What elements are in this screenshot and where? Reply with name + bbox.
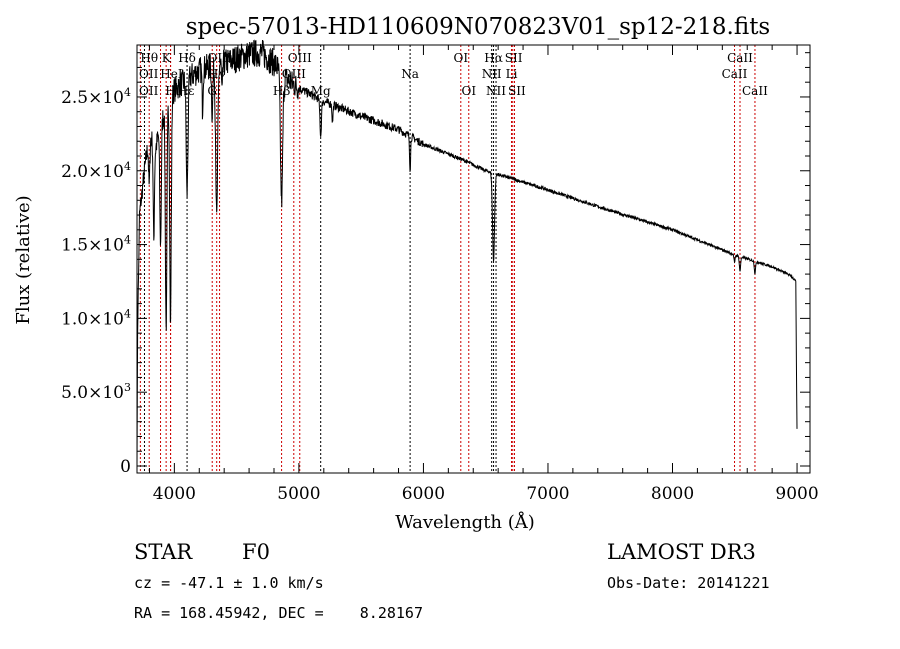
axes: 4000 5000 6000 7000 8000 9000 0 5.0×103 1.0×104 1… bbox=[61, 45, 819, 504]
spectrum-line bbox=[136, 39, 798, 467]
line-label: Hθ bbox=[140, 51, 158, 65]
obs-date: Obs-Date: 20141221 bbox=[607, 574, 770, 592]
line-label: NII bbox=[486, 84, 506, 98]
line-label: CaII bbox=[742, 84, 768, 98]
redshift-cz: cz = -47.1 ± 1.0 km/s bbox=[134, 574, 324, 592]
line-label: OI bbox=[454, 51, 469, 65]
y-tick-label: 2.0×104 bbox=[61, 160, 131, 182]
line-label: OIII bbox=[282, 67, 306, 81]
x-tick-label: 7000 bbox=[526, 484, 569, 504]
x-tick-label: 5000 bbox=[277, 484, 320, 504]
line-label: OI bbox=[462, 84, 477, 98]
x-tick-label: 6000 bbox=[402, 484, 445, 504]
x-tick-label: 4000 bbox=[153, 484, 196, 504]
line-label: SII bbox=[505, 51, 523, 65]
x-tick-label: 9000 bbox=[775, 484, 818, 504]
y-tick-label: 2.5×104 bbox=[61, 86, 131, 108]
line-label: Hα bbox=[484, 51, 503, 65]
line-label: CaII bbox=[727, 51, 753, 65]
line-label: Na bbox=[401, 67, 419, 81]
line-label: G bbox=[207, 84, 217, 98]
survey-name: LAMOST DR3 bbox=[607, 540, 756, 564]
y-tick-label: 1.0×104 bbox=[61, 307, 131, 329]
line-label: CaII bbox=[722, 67, 748, 81]
y-tick-label: 0 bbox=[120, 457, 131, 477]
y-tick-label: 1.5×104 bbox=[61, 234, 131, 256]
line-label: Hβ bbox=[273, 84, 290, 98]
line-label: OII bbox=[139, 84, 159, 98]
line-label: H bbox=[165, 84, 175, 98]
object-subclass: F0 bbox=[242, 540, 270, 564]
line-label: K bbox=[162, 51, 172, 65]
line-label: Mg bbox=[311, 84, 331, 98]
object-class: STAR bbox=[134, 540, 193, 564]
line-label: NII bbox=[482, 67, 502, 81]
x-axis-label: Wavelength (Å) bbox=[395, 511, 535, 533]
line-label: OII bbox=[139, 67, 159, 81]
y-tick-label: 5.0×103 bbox=[61, 381, 131, 403]
y-axis-label: Flux (relative) bbox=[13, 195, 34, 324]
line-label: HeI bbox=[160, 67, 183, 81]
line-label: SII bbox=[508, 84, 526, 98]
plot-frame bbox=[136, 44, 811, 474]
line-label: Hδ bbox=[178, 51, 196, 65]
x-tick-label: 8000 bbox=[651, 484, 694, 504]
line-label: Li bbox=[506, 67, 518, 81]
line-label: OIII bbox=[288, 51, 312, 65]
ra-dec: RA = 168.45942, DEC = 8.28167 bbox=[134, 604, 423, 622]
chart-title: spec-57013-HD110609N070823V01_sp12-218.f… bbox=[186, 14, 771, 40]
